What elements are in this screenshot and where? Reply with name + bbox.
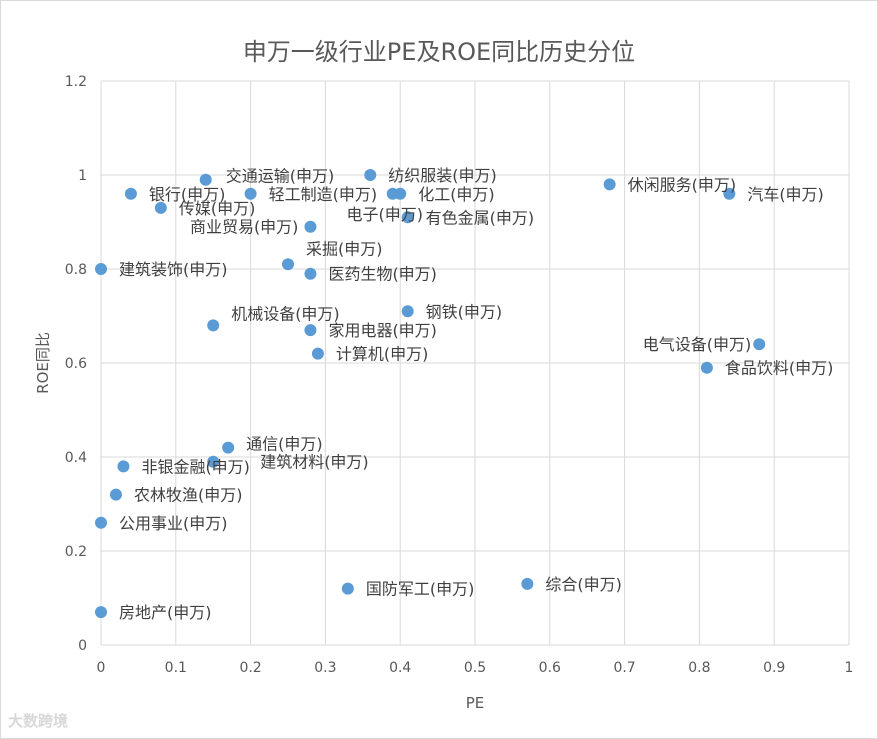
y-tick-label: 0.2	[65, 544, 87, 560]
x-axis-label: PE	[466, 694, 485, 712]
x-tick-label: 0	[97, 660, 106, 676]
x-tick-label: 0.6	[539, 660, 561, 676]
data-point	[154, 201, 167, 214]
data-label: 轻工制造(申万)	[269, 185, 378, 204]
data-point	[341, 582, 354, 595]
data-label: 医药生物(申万)	[328, 265, 437, 284]
y-tick-label: 1.2	[65, 74, 87, 90]
data-point	[700, 361, 713, 374]
data-point	[207, 319, 220, 332]
data-label: 电子(申万)	[346, 205, 423, 224]
data-label: 休闲服务(申万)	[628, 175, 737, 194]
data-point	[401, 305, 414, 318]
data-label: 钢铁(申万)	[426, 302, 503, 321]
data-label: 通信(申万)	[246, 435, 323, 454]
y-tick-label: 0	[78, 638, 87, 654]
y-axis-label: ROE同比	[34, 332, 52, 394]
data-label: 汽车(申万)	[747, 185, 824, 204]
x-tick-label: 1	[845, 660, 854, 676]
x-tick-label: 0.7	[613, 660, 635, 676]
x-tick-label: 0.2	[239, 660, 261, 676]
data-label: 商业贸易(申万)	[190, 218, 299, 237]
data-label: 公用事业(申万)	[119, 514, 228, 533]
data-label: 农林牧渔(申万)	[134, 486, 243, 505]
x-tick-label: 0.4	[389, 660, 411, 676]
data-point	[282, 258, 294, 271]
data-point	[304, 267, 317, 280]
data-point	[753, 338, 766, 351]
x-tick-label: 0.1	[165, 660, 187, 676]
data-label: 计算机(申万)	[336, 345, 429, 364]
data-point	[304, 220, 317, 233]
data-point	[603, 178, 616, 191]
data-point	[311, 347, 324, 360]
data-label: 国防军工(申万)	[366, 580, 475, 599]
data-point	[723, 187, 736, 200]
data-label: 电气设备(申万)	[643, 335, 752, 354]
data-point	[521, 577, 534, 590]
data-point	[364, 169, 377, 181]
data-point	[244, 187, 257, 200]
data-point	[117, 460, 130, 473]
data-point	[304, 324, 317, 337]
data-point	[207, 455, 220, 468]
y-tick-label: 1	[78, 168, 87, 184]
data-label: 纺织服装(申万)	[388, 166, 497, 185]
data-label: 家用电器(申万)	[328, 321, 437, 340]
data-point	[394, 187, 407, 200]
data-point	[109, 488, 122, 501]
y-tick-label: 0.8	[65, 262, 87, 278]
data-label: 房地产(申万)	[119, 603, 212, 622]
data-point	[95, 606, 107, 619]
data-label: 采掘(申万)	[306, 239, 383, 258]
data-label: 建筑装饰(申万)	[119, 260, 228, 279]
data-label: 交通运输(申万)	[226, 167, 335, 186]
data-label: 有色金属(申万)	[426, 208, 535, 227]
data-label: 综合(申万)	[545, 575, 622, 594]
data-label: 非银金融(申万)	[141, 457, 250, 476]
watermark: 大数跨境	[8, 712, 69, 730]
data-label: 食品饮料(申万)	[725, 359, 834, 378]
y-tick-label: 0.4	[65, 450, 87, 466]
data-label: 化工(申万)	[418, 185, 495, 204]
x-tick-label: 0.3	[314, 660, 336, 676]
data-label: 建筑材料(申万)	[260, 453, 369, 472]
x-tick-label: 0.5	[464, 660, 486, 676]
data-label: 银行(申万)	[149, 185, 226, 204]
data-point	[95, 516, 107, 529]
x-tick-label: 0.9	[763, 660, 785, 676]
x-tick-label: 0.8	[688, 660, 710, 676]
data-point	[222, 441, 235, 454]
data-point	[124, 187, 137, 200]
data-point	[199, 173, 212, 186]
data-label: 传媒(申万)	[179, 199, 256, 218]
data-point	[95, 263, 107, 275]
data-point	[401, 211, 414, 224]
data-label: 机械设备(申万)	[231, 304, 340, 323]
chart-title: 申万一级行业PE及ROE同比历史分位	[243, 38, 635, 66]
y-tick-label: 0.6	[65, 356, 87, 372]
